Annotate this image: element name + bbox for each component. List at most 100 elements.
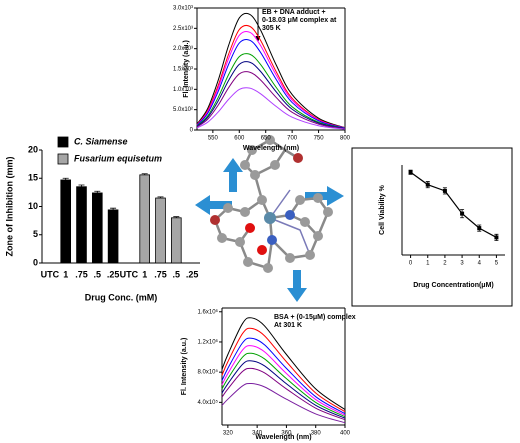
series-line <box>196 12 346 129</box>
series-line <box>221 327 346 413</box>
bar <box>139 174 150 264</box>
x-tick-label: 650 <box>261 136 272 142</box>
y-axis-label: Fl. Intensity (a.u.) <box>181 338 188 396</box>
legend-swatch <box>57 136 69 148</box>
x-tick-label: 340 <box>252 431 263 437</box>
x-tick-label: 3 <box>460 261 464 267</box>
x-axis-label: Drug Conc. (mM) <box>85 292 158 302</box>
viability-box <box>351 147 513 307</box>
arrow-right <box>305 186 344 206</box>
series-line <box>221 352 346 418</box>
x-tick-label: 360 <box>281 431 292 437</box>
x-axis-label: Wavelength (nm) <box>255 434 311 441</box>
x-tick-label: 5 <box>495 261 499 267</box>
y-tick-label: 10 <box>28 201 38 211</box>
x-tick-label: 1 <box>142 269 147 279</box>
bar <box>76 186 87 264</box>
y-axis-label: Cell Viability % <box>379 184 386 234</box>
marker <box>494 235 499 240</box>
arrow-left <box>195 195 232 215</box>
series-line <box>410 171 497 238</box>
x-tick-label: 400 <box>340 431 351 437</box>
bar <box>155 197 166 264</box>
x-tick-label: 380 <box>311 431 322 437</box>
y-tick-label: 8.0x10⁵ <box>197 369 218 376</box>
error-bar <box>141 173 148 175</box>
y-tick-label: 2.5x10³ <box>173 26 193 32</box>
x-tick-label: 2 <box>443 261 447 267</box>
arrow-up <box>223 158 243 192</box>
x-tick-label: .25 <box>186 269 199 279</box>
x-tick-label: .5 <box>173 269 181 279</box>
series-line <box>196 61 346 130</box>
bar <box>60 179 71 264</box>
y-tick-label: 5 <box>33 229 38 239</box>
legend-label: C. Siamense <box>74 136 128 146</box>
bar <box>92 192 103 264</box>
legend-swatch <box>57 153 69 165</box>
marker <box>425 182 430 187</box>
x-tick-label: .5 <box>94 269 102 279</box>
marker <box>442 188 447 193</box>
y-tick-label: 0 <box>33 257 38 267</box>
series-line <box>221 367 346 421</box>
series-line <box>196 30 346 129</box>
y-tick-label: 0 <box>190 128 194 134</box>
x-tick-label: 1 <box>426 261 430 267</box>
series-line <box>221 317 346 411</box>
y-tick-label: 5.0x10² <box>173 107 193 113</box>
x-tick-label: 600 <box>234 136 245 142</box>
annotation: At 301 K <box>274 322 302 329</box>
bar <box>107 209 119 264</box>
series-line <box>196 71 346 130</box>
x-tick-label: .75 <box>154 269 167 279</box>
x-tick-label: UTC <box>41 269 60 279</box>
annotation: EB + DNA adduct + <box>262 9 326 16</box>
y-axis-label: Fl. Intensity (a.u.) <box>183 40 190 98</box>
x-tick-label: 1 <box>63 269 68 279</box>
y-tick-label: 1.0x10³ <box>173 87 193 93</box>
error-bar <box>157 196 164 199</box>
x-tick-label: 0 <box>409 261 413 267</box>
legend-label: Fusarium equisetum <box>74 153 162 163</box>
marker <box>477 226 482 231</box>
y-tick-label: 3.0x10³ <box>173 6 193 12</box>
x-tick-label: .25 <box>107 269 120 279</box>
series-line <box>221 360 346 419</box>
y-axis-label: Zone of Inhibition (mm) <box>4 157 14 257</box>
x-tick-label: .75 <box>75 269 88 279</box>
error-bar <box>62 177 69 180</box>
error-bar <box>173 216 180 218</box>
arrow-down <box>287 270 307 302</box>
y-tick-label: 2.0x10³ <box>173 46 193 52</box>
x-axis-label: Drug Concentration(μM) <box>413 282 494 289</box>
x-tick-label: 320 <box>223 431 234 437</box>
x-tick-label: 750 <box>314 136 325 142</box>
series-line <box>196 38 346 129</box>
y-tick-label: 20 <box>28 144 38 154</box>
x-tick-label: UTC <box>120 269 139 279</box>
x-tick-label: 4 <box>478 261 482 267</box>
marker <box>460 211 465 216</box>
series-line <box>196 53 346 129</box>
series-line <box>221 337 346 415</box>
x-axis-label: Wavelength (nm) <box>243 145 299 152</box>
y-tick-label: 15 <box>28 173 38 183</box>
annotation: BSA + (0-15μM) complex <box>274 314 356 321</box>
y-tick-label: 4.0x10⁵ <box>197 399 218 406</box>
series-line <box>196 87 346 130</box>
y-tick-label: 1.2x10⁶ <box>198 339 219 346</box>
annotation: 305 K <box>262 25 281 32</box>
error-bar <box>94 190 101 193</box>
error-bar <box>110 207 117 210</box>
y-tick-label: 1.6x10⁶ <box>198 308 219 315</box>
annotation: 0-18.03 μM complex at <box>262 17 337 24</box>
error-bar <box>78 184 85 187</box>
arrows <box>195 158 344 302</box>
series-line <box>221 345 346 416</box>
x-tick-label: 700 <box>287 136 298 142</box>
x-tick-label: 550 <box>208 136 219 142</box>
series-line <box>196 24 346 129</box>
series-line <box>221 382 346 424</box>
